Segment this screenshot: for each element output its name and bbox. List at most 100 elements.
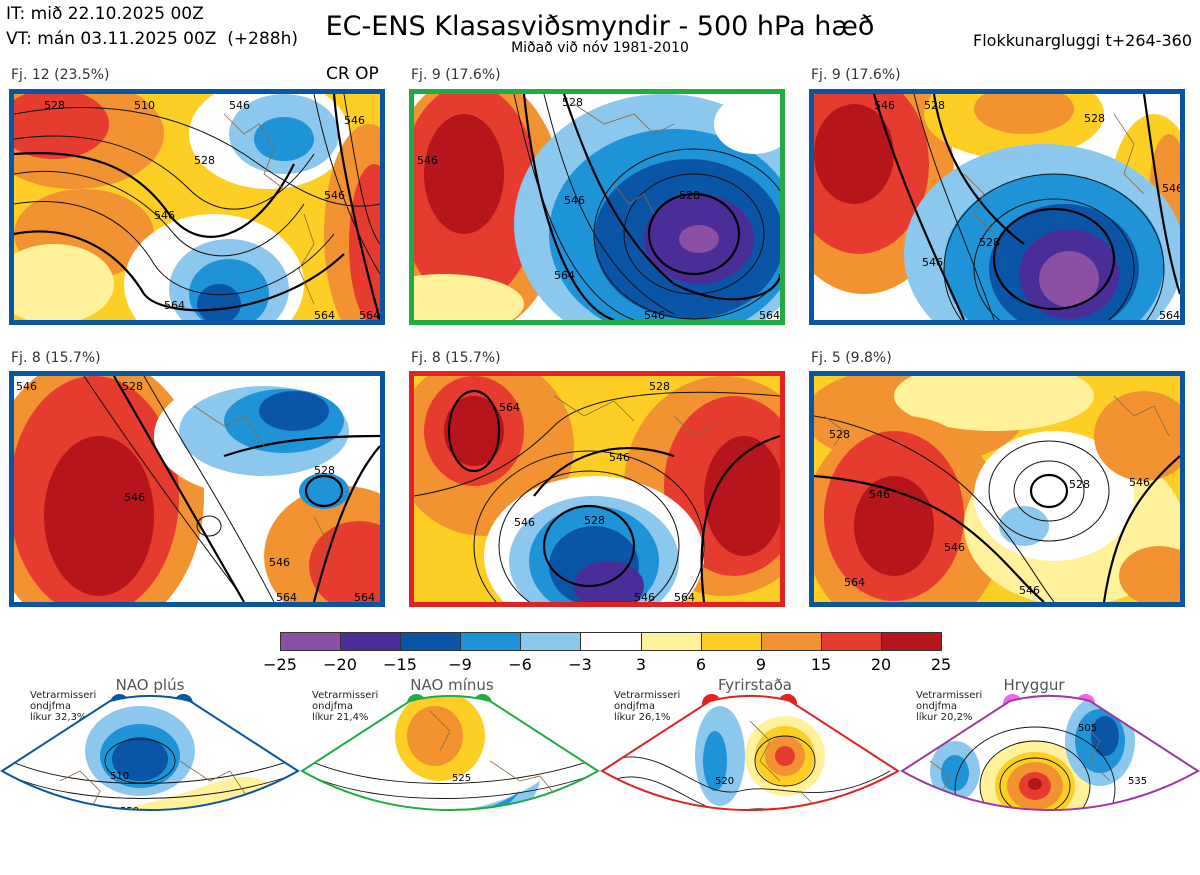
colorbar-tick: 3 [635, 655, 647, 674]
colorbar-tick: 9 [755, 655, 767, 674]
colorbar-segment [640, 633, 701, 650]
regime-3-map: 520 550 560 [600, 681, 900, 871]
regime-contour-label: 545 [437, 815, 456, 826]
valid-time: VT: mán 03.11.2025 00Z (+288h) [6, 29, 298, 49]
contour-label: 546 [124, 491, 145, 504]
regime-4-map: 505 535 560 [900, 681, 1200, 871]
contour-label: 564 [276, 591, 297, 602]
colorbar-tick: −20 [323, 655, 357, 674]
colorbar-segment [460, 633, 521, 650]
regime-contour-label: 550 [720, 810, 739, 821]
cluster-map-3: 546 528 528 546 528 546 564 [814, 94, 1180, 320]
regime-1-svg: 510 550 [0, 694, 300, 817]
panel-2-label: Fj. 9 (17.6%) [411, 67, 501, 83]
regime-3-svg: 520 550 560 [600, 694, 900, 846]
contour-label: 546 [1129, 476, 1150, 489]
regime-3-name: Fyrirstaða [718, 676, 792, 694]
contour-label: 564 [674, 591, 695, 602]
contour-label: 546 [269, 556, 290, 569]
regime-4-meta: Vetrarmisseri ondjfma líkur 20,2% [916, 690, 982, 723]
regime-3-meta: Vetrarmisseri ondjfma líkur 26,1% [614, 690, 680, 723]
regime-meta-line: Vetrarmisseri [916, 690, 983, 701]
contour-label: 528 [584, 514, 605, 527]
contour-label: 510 [134, 99, 155, 112]
regime-4-svg: 505 535 560 [900, 694, 1200, 812]
contour-label: 564 [164, 299, 185, 312]
colorbar-segment [820, 633, 881, 650]
regime-meta-line: ondjfma [614, 701, 655, 712]
regime-contour-label: 535 [1128, 776, 1147, 787]
regime-meta-line: ondjfma [30, 701, 71, 712]
cluster-panel-3: 546 528 528 546 528 546 564 [809, 89, 1185, 325]
contour-label: 546 [634, 591, 655, 602]
contour-label: 546 [514, 516, 535, 529]
contour-label: 528 [44, 99, 65, 112]
regime-contour-label: 550 [120, 806, 139, 817]
contour-label: 528 [649, 380, 670, 393]
regime-meta-line: Vetrarmisseri [312, 690, 379, 701]
colorbar-tick: −3 [568, 655, 592, 674]
cluster-map-5: 564 546 528 546 546 564 528 [414, 376, 780, 602]
regime-2-name: NAO mínus [410, 676, 494, 694]
contour-label: 528 [562, 96, 583, 109]
colorbar-tick: −6 [508, 655, 532, 674]
contour-label: 546 [922, 256, 943, 269]
colorbar-segment [880, 633, 942, 650]
classification-window: Flokkunargluggi t+264-360 [973, 31, 1192, 50]
contour-label: 546 [1162, 182, 1180, 195]
contour-label: 564 [314, 309, 335, 320]
colorbar-segment [700, 633, 761, 650]
contour-label: 528 [1069, 478, 1090, 491]
contour-label: 546 [417, 154, 438, 167]
regime-meta-line: ondjfma [312, 701, 353, 712]
colorbar-segment [340, 633, 401, 650]
cluster-panel-4: 546 528 546 528 546 564 564 [9, 371, 385, 607]
panel-4-label: Fj. 8 (15.7%) [11, 350, 101, 366]
issue-time: IT: mið 22.10.2025 00Z [6, 4, 204, 24]
contour-label: 546 [16, 380, 37, 393]
contour-label: 564 [1159, 309, 1180, 320]
colorbar-tick: 6 [695, 655, 707, 674]
regime-meta-line: líkur 20,2% [916, 712, 973, 723]
contour-label: 564 [359, 309, 380, 320]
colorbar-segment [520, 633, 581, 650]
colorbar-segment [760, 633, 821, 650]
cluster-panel-6: 528 546 528 546 564 546 546 [809, 371, 1185, 607]
contour-label: 546 [154, 209, 175, 222]
colorbar-tick: −9 [448, 655, 472, 674]
contour-label: 564 [554, 269, 575, 282]
cluster-map-1: 528 510 546 528 546 564 564 546 546 564 [14, 94, 380, 320]
regime-meta-line: líkur 32,3% [30, 712, 87, 723]
regime-contour-label: 560 [737, 835, 756, 846]
colorbar-tick: 20 [870, 655, 892, 674]
contour-label: 528 [194, 154, 215, 167]
contour-label: 546 [944, 541, 965, 554]
regime-contour-label: 505 [1078, 723, 1097, 734]
contour-label: 546 [564, 194, 585, 207]
contour-label: 528 [679, 189, 700, 202]
cluster-panel-2: 528 546 546 528 564 546 564 [409, 89, 785, 325]
page-title: EC-ENS Klasasviðsmyndir - 500 hPa hæð [325, 11, 875, 42]
contour-label: 564 [844, 576, 865, 589]
colorbar [280, 632, 942, 651]
regime-2-map: 525 545 565 [300, 681, 600, 871]
regime-contour-label: 525 [452, 773, 471, 784]
regime-1-name: NAO plús [115, 676, 185, 694]
panel-3-label: Fj. 9 (17.6%) [811, 67, 901, 83]
contour-label: 546 [644, 309, 665, 320]
regime-meta-line: Vetrarmisseri [30, 690, 97, 701]
panel-5-label: Fj. 8 (15.7%) [411, 350, 501, 366]
cluster-map-2: 528 546 546 528 564 546 564 [414, 94, 780, 320]
contour-label: 546 [324, 189, 345, 202]
colorbar-tick: 25 [930, 655, 952, 674]
colorbar-segment [400, 633, 461, 650]
regime-meta-line: líkur 26,1% [614, 712, 671, 723]
cluster-map-4: 546 528 546 528 546 564 564 [14, 376, 380, 602]
regime-1-map: 510 550 [0, 681, 300, 871]
contour-label: 546 [609, 451, 630, 464]
contour-label: 546 [1019, 584, 1040, 597]
contour-label: 564 [759, 309, 780, 320]
contour-label: 564 [499, 401, 520, 414]
contour-label: 564 [354, 591, 375, 602]
regime-contour-label: 510 [110, 771, 129, 782]
